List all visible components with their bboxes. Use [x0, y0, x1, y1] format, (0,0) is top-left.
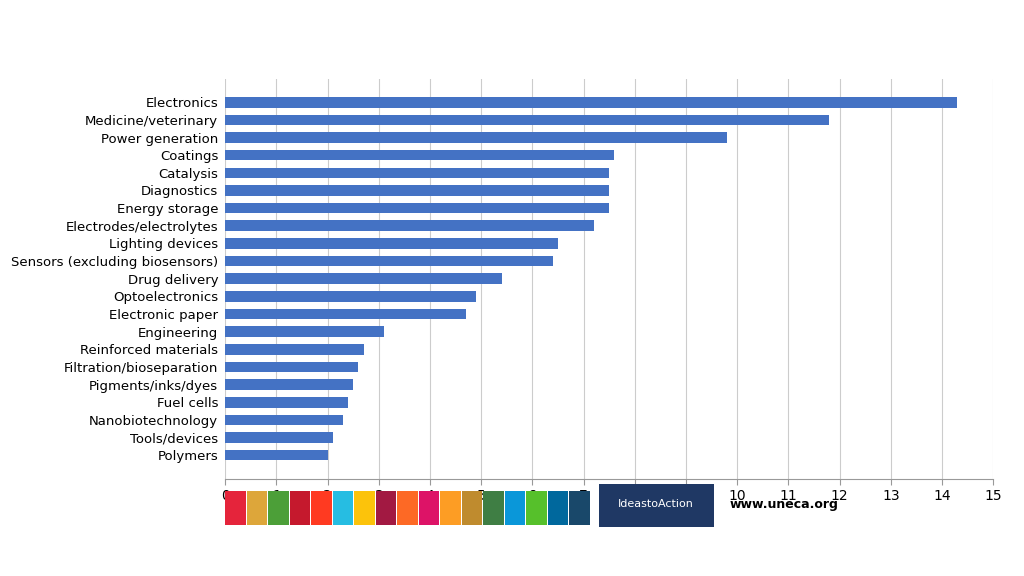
Bar — [483, 491, 504, 525]
Bar — [225, 432, 333, 443]
Bar — [225, 274, 502, 284]
Bar — [505, 491, 525, 525]
Bar — [397, 491, 418, 525]
Bar — [462, 491, 482, 525]
Bar — [247, 491, 267, 525]
Bar — [225, 203, 609, 214]
Bar — [225, 221, 594, 231]
Bar — [311, 491, 332, 525]
Bar — [225, 415, 343, 425]
Bar — [419, 491, 439, 525]
Bar — [526, 491, 547, 525]
Bar — [225, 291, 476, 302]
Bar — [225, 362, 358, 372]
Bar — [225, 150, 614, 161]
Bar — [225, 97, 957, 108]
Bar — [225, 132, 727, 143]
Bar — [225, 344, 364, 355]
Bar — [225, 168, 609, 178]
Bar — [225, 115, 829, 125]
Bar — [225, 397, 348, 408]
Bar — [290, 491, 310, 525]
Bar — [225, 327, 384, 337]
Bar — [225, 491, 246, 525]
Bar — [225, 256, 553, 266]
Bar — [225, 450, 328, 460]
Bar — [333, 491, 353, 525]
Bar — [225, 238, 558, 249]
Bar — [225, 380, 353, 390]
Text: Patent analysis (% of global patents by application): Patent analysis (% of global patents by … — [243, 36, 976, 60]
Bar — [548, 491, 568, 525]
Bar — [225, 185, 609, 196]
Bar — [569, 491, 590, 525]
Bar — [376, 491, 396, 525]
Bar — [354, 491, 375, 525]
Text: www.uneca.org: www.uneca.org — [729, 498, 838, 511]
Bar — [440, 491, 461, 525]
Text: IdeastoAction: IdeastoAction — [618, 499, 694, 509]
Bar — [268, 491, 289, 525]
Bar — [598, 484, 714, 528]
Bar — [225, 309, 466, 319]
